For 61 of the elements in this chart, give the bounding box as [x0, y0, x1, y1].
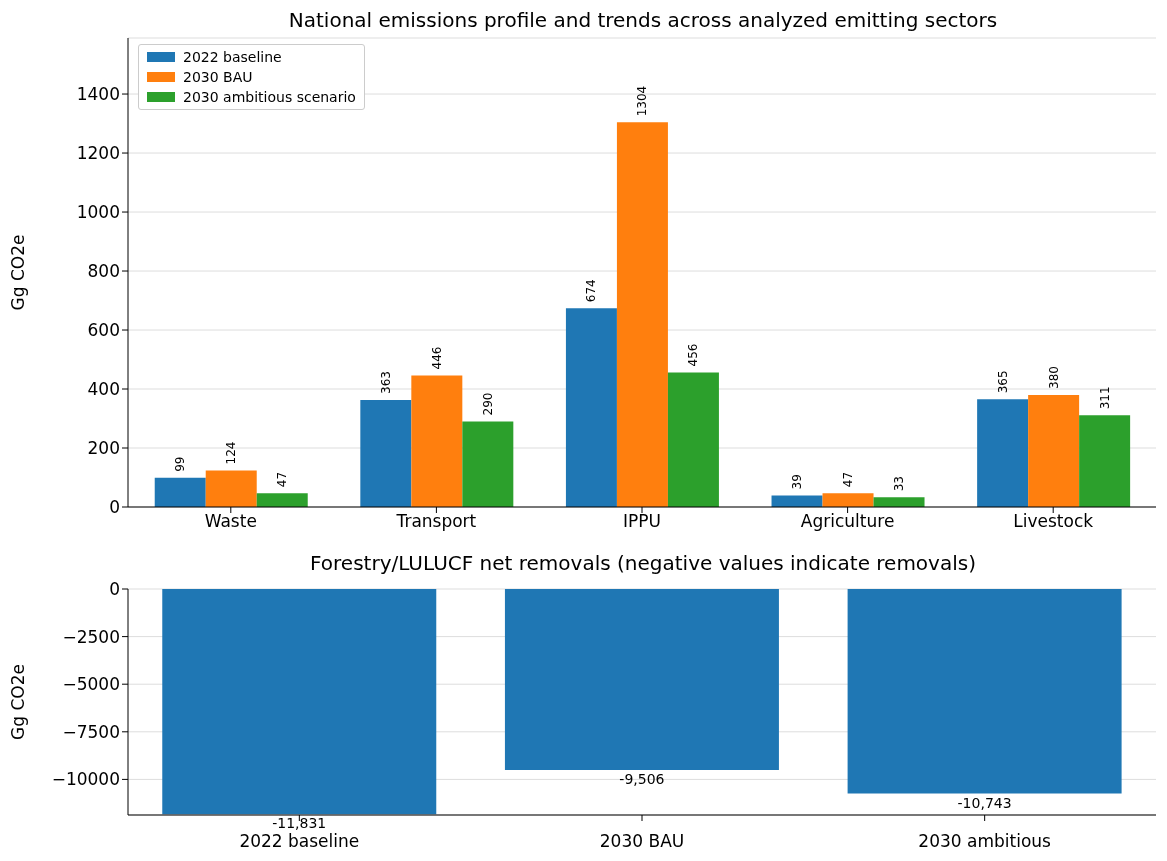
legend-label: 2022 baseline: [183, 48, 282, 67]
y-tick-label: 800: [87, 261, 120, 282]
bar: [462, 421, 514, 507]
bar: [616, 122, 668, 507]
bar: [411, 375, 463, 507]
data-label: 456: [686, 343, 701, 367]
chart-title: National emissions profile and trends across analyzed emitting sectors: [287, 8, 999, 34]
x-tick-label: 2030 ambitious: [918, 831, 1052, 852]
y-axis-title: Gg CO2e: [8, 664, 29, 740]
y-tick-label: −10000: [51, 769, 120, 790]
data-label: 674: [584, 279, 599, 303]
data-label: 33: [892, 475, 907, 492]
bar: [873, 497, 925, 507]
bar: [1079, 415, 1131, 507]
data-label: 99: [173, 456, 188, 472]
data-label: 1304: [635, 85, 650, 117]
data-label: 446: [429, 346, 444, 370]
chart-title: Forestry/LULUCF net removals (negative values indicate removals): [309, 551, 977, 577]
bar: [565, 308, 617, 507]
y-tick-label: 1400: [76, 84, 120, 105]
data-label: -11,831: [272, 815, 327, 832]
legend-label: 2030 BAU: [183, 68, 253, 87]
y-tick-label: 0: [109, 579, 120, 600]
y-tick-label: −7500: [62, 721, 120, 742]
data-label: 380: [1046, 366, 1061, 389]
bar: [977, 399, 1029, 507]
bar: [771, 495, 823, 507]
y-tick-label: 0: [109, 497, 120, 518]
x-tick-label: 2030 BAU: [599, 831, 685, 852]
y-tick-label: −2500: [62, 626, 120, 647]
legend-label: 2030 ambitious scenario: [183, 88, 356, 107]
x-tick-label: Agriculture: [800, 511, 895, 532]
x-tick-label: Waste: [204, 511, 257, 532]
data-label: 365: [995, 370, 1010, 394]
y-tick-label: 1000: [76, 202, 120, 223]
bar: [1028, 394, 1080, 507]
y-tick-label: 600: [87, 320, 120, 341]
y-tick-label: −5000: [62, 674, 120, 695]
y-tick-label: 1200: [76, 143, 120, 164]
x-tick-label: Transport: [395, 511, 477, 532]
bar: [205, 470, 257, 507]
data-label: -10,743: [957, 794, 1012, 811]
bar: [360, 399, 412, 507]
data-label: 290: [480, 392, 495, 416]
y-axis-title: Gg CO2e: [8, 234, 29, 311]
data-label: 124: [224, 441, 239, 465]
x-tick-label: Livestock: [1013, 511, 1094, 532]
data-label: 47: [841, 471, 856, 488]
data-label: 47: [275, 471, 290, 488]
data-label: -9,506: [619, 770, 665, 787]
bar: [256, 493, 308, 507]
data-label: 39: [790, 474, 805, 490]
data-label: 363: [378, 371, 393, 394]
bar: [667, 372, 719, 507]
bar: [154, 477, 206, 507]
y-tick-label: 400: [87, 379, 120, 400]
y-tick-label: 200: [87, 438, 120, 459]
data-label: 311: [1097, 386, 1112, 410]
bar: [822, 493, 874, 507]
x-tick-label: IPPU: [623, 511, 661, 532]
x-tick-label: 2022 baseline: [239, 831, 360, 852]
